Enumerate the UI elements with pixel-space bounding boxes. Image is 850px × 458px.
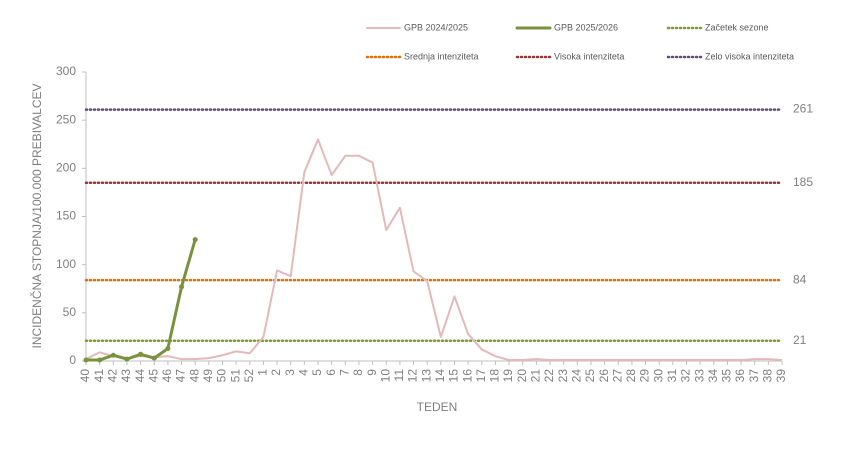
x-tick-label: 24 bbox=[569, 369, 583, 383]
series-marker bbox=[97, 357, 103, 363]
x-tick-label: 12 bbox=[406, 369, 420, 383]
series-marker bbox=[138, 351, 144, 357]
x-tick-label: 44 bbox=[133, 369, 147, 383]
x-tick-label: 13 bbox=[419, 369, 433, 383]
series-marker bbox=[83, 357, 89, 363]
y-tick-label: 250 bbox=[56, 112, 76, 126]
x-tick-label: 23 bbox=[556, 369, 570, 383]
x-tick-label: 16 bbox=[460, 369, 474, 383]
x-tick-label: 20 bbox=[515, 369, 529, 383]
x-tick-label: 37 bbox=[747, 369, 761, 383]
y-tick-label: 150 bbox=[56, 209, 76, 223]
legend-label: Srednja intenziteta bbox=[404, 51, 479, 61]
x-tick-label: 34 bbox=[706, 369, 720, 383]
x-tick-label: 31 bbox=[665, 369, 679, 383]
x-tick-label: 41 bbox=[92, 369, 106, 383]
threshold-label: 21 bbox=[793, 333, 807, 347]
threshold-label: 261 bbox=[793, 102, 813, 116]
y-tick-label: 50 bbox=[63, 305, 77, 319]
x-tick-label: 6 bbox=[324, 369, 338, 376]
series-marker bbox=[151, 355, 157, 361]
y-tick-label: 300 bbox=[56, 64, 76, 78]
legend-label: GPB 2024/2025 bbox=[404, 22, 468, 32]
legend-label: Začetek sezone bbox=[705, 22, 769, 32]
x-tick-label: 14 bbox=[433, 369, 447, 383]
x-tick-label: 17 bbox=[474, 369, 488, 383]
x-tick-label: 11 bbox=[392, 369, 406, 382]
legend-label: Visoka intenziteta bbox=[554, 51, 624, 61]
x-tick-label: 36 bbox=[733, 369, 747, 383]
x-tick-label: 45 bbox=[146, 369, 160, 383]
x-tick-label: 38 bbox=[761, 369, 775, 383]
series-marker bbox=[124, 356, 130, 362]
threshold-label: 84 bbox=[793, 272, 807, 286]
x-tick-label: 26 bbox=[597, 369, 611, 383]
x-tick-label: 46 bbox=[160, 369, 174, 383]
x-tick-label: 9 bbox=[365, 369, 379, 376]
x-tick-label: 29 bbox=[638, 369, 652, 383]
x-tick-label: 39 bbox=[774, 369, 788, 383]
legend-label: GPB 2025/2026 bbox=[554, 22, 618, 32]
x-tick-label: 27 bbox=[610, 369, 624, 383]
x-tick-label: 51 bbox=[228, 369, 242, 383]
x-tick-label: 7 bbox=[337, 369, 351, 376]
x-tick-label: 15 bbox=[447, 369, 461, 383]
x-tick-label: 21 bbox=[529, 369, 543, 383]
legend-label: Zelo visoka intenziteta bbox=[705, 51, 794, 61]
series-marker bbox=[110, 352, 116, 358]
series-marker bbox=[192, 237, 198, 243]
x-tick-label: 8 bbox=[351, 369, 365, 376]
x-tick-label: 32 bbox=[679, 369, 693, 383]
series-marker bbox=[165, 345, 171, 351]
x-tick-label: 10 bbox=[378, 369, 392, 383]
x-tick-label: 4 bbox=[297, 369, 311, 376]
x-tick-label: 3 bbox=[283, 369, 297, 376]
x-tick-label: 1 bbox=[256, 369, 270, 376]
x-tick-label: 35 bbox=[720, 369, 734, 383]
x-tick-label: 5 bbox=[310, 369, 324, 376]
x-tick-label: 33 bbox=[692, 369, 706, 383]
x-tick-label: 22 bbox=[542, 369, 556, 383]
y-tick-label: 200 bbox=[56, 161, 76, 175]
x-tick-label: 50 bbox=[215, 369, 229, 383]
series-marker bbox=[179, 284, 185, 290]
x-tick-label: 42 bbox=[105, 369, 119, 383]
x-tick-label: 19 bbox=[501, 369, 515, 383]
x-tick-label: 49 bbox=[201, 369, 215, 383]
x-axis-label: TEDEN bbox=[417, 400, 458, 414]
x-tick-label: 40 bbox=[78, 369, 92, 383]
y-tick-label: 100 bbox=[56, 257, 76, 271]
x-tick-label: 30 bbox=[651, 369, 665, 383]
x-tick-label: 52 bbox=[242, 369, 256, 383]
x-tick-label: 43 bbox=[119, 369, 133, 383]
y-axis-label: INCIDENČNA STOPNJA/100.000 PREBIVALCEV bbox=[29, 84, 44, 349]
x-tick-label: 47 bbox=[174, 369, 188, 383]
y-tick-label: 0 bbox=[69, 353, 76, 367]
x-tick-label: 48 bbox=[187, 369, 201, 383]
x-tick-label: 25 bbox=[583, 369, 597, 383]
x-tick-label: 2 bbox=[269, 369, 283, 376]
series-line bbox=[85, 138, 783, 362]
x-tick-label: 28 bbox=[624, 369, 638, 383]
x-tick-label: 18 bbox=[488, 369, 502, 383]
threshold-label: 185 bbox=[793, 175, 813, 189]
